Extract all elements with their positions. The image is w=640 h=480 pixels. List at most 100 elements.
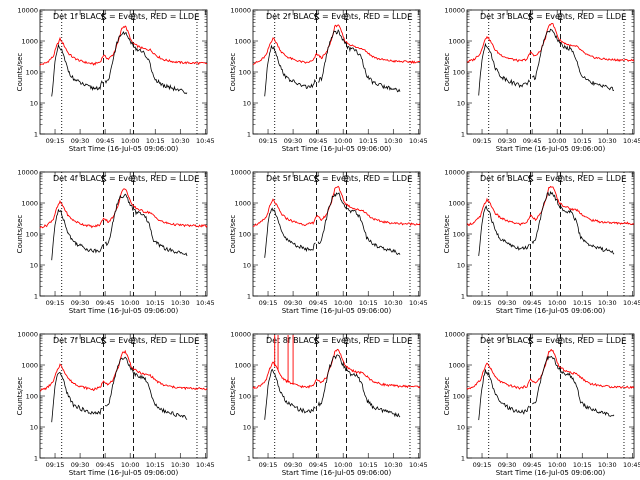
x-tick-label: 09:45 bbox=[523, 137, 542, 145]
plot-frame bbox=[466, 333, 635, 459]
y-tick-label: 100 bbox=[26, 231, 38, 239]
y-tick-label: 10 bbox=[243, 424, 251, 432]
panel-det-7: Det 7f BLACK = Events, RED = LLD 1 10 100 10… bbox=[16, 331, 215, 478]
marker-label: E bbox=[558, 13, 564, 23]
y-axis-label: Counts/sec bbox=[16, 53, 24, 92]
y-tick-label: 1 bbox=[34, 455, 38, 463]
panel-title: Det 8f BLACK = Events, RED = LLD bbox=[266, 336, 407, 345]
y-tick-label: 1 bbox=[461, 131, 465, 139]
x-tick-label: 09:15 bbox=[473, 461, 492, 469]
y-tick-label: 1 bbox=[34, 131, 38, 139]
x-axis-label: Start Time (16-Jul-05 09:06:00) bbox=[282, 307, 392, 315]
x-tick-label: 10:30 bbox=[384, 461, 403, 469]
events-series-line bbox=[531, 28, 615, 92]
y-tick-label: 1 bbox=[247, 293, 251, 301]
x-tick-label: 10:00 bbox=[121, 299, 140, 307]
x-axis-label: Start Time (16-Jul-05 09:06:00) bbox=[282, 145, 392, 153]
marker-label: E bbox=[407, 337, 413, 347]
y-tick-label: 10000 bbox=[17, 169, 38, 177]
y-tick-label: 10 bbox=[457, 100, 465, 108]
y-tick-label: 10000 bbox=[230, 7, 251, 15]
x-tick-label: 10:45 bbox=[196, 461, 215, 469]
y-tick-label: 100 bbox=[453, 69, 465, 77]
x-tick-label: 10:15 bbox=[359, 461, 378, 469]
y-tick-label: 1 bbox=[247, 455, 251, 463]
y-axis-label: Counts/sec bbox=[443, 53, 451, 92]
y-tick-label: 100 bbox=[239, 69, 251, 77]
y-tick-label: 1 bbox=[34, 293, 38, 301]
lld-series-line bbox=[252, 348, 421, 389]
panel-title: Det 4f BLACK = Events, RED = LLD bbox=[53, 174, 194, 183]
panel-title: Det 9f BLACK = Events, RED = LLD bbox=[480, 336, 621, 345]
lld-series-line bbox=[252, 24, 421, 66]
marker-label: E bbox=[344, 175, 350, 185]
marker-label: E bbox=[621, 337, 627, 347]
y-tick-label: 1 bbox=[247, 131, 251, 139]
events-series-line bbox=[317, 354, 401, 418]
x-axis-label: Start Time (16-Jul-05 09:06:00) bbox=[496, 469, 606, 477]
x-tick-label: 09:30 bbox=[71, 299, 90, 307]
plot-frame bbox=[39, 9, 208, 135]
marker-label: E bbox=[194, 337, 200, 347]
y-tick-label: 10000 bbox=[444, 169, 465, 177]
marker-label: S bbox=[313, 337, 319, 347]
x-axis-label: Start Time (16-Jul-05 09:06:00) bbox=[69, 469, 179, 477]
x-tick-label: 09:45 bbox=[309, 461, 328, 469]
lld-series-line bbox=[466, 348, 635, 390]
marker-label: E bbox=[407, 175, 413, 185]
y-tick-label: 1 bbox=[461, 293, 465, 301]
y-tick-label: 1000 bbox=[234, 200, 251, 208]
marker-label: E bbox=[558, 337, 564, 347]
panel-title: Det 6f BLACK = Events, RED = LLD bbox=[480, 174, 621, 183]
x-tick-label: 09:30 bbox=[284, 461, 303, 469]
x-tick-label: 09:30 bbox=[284, 299, 303, 307]
marker-label: E bbox=[131, 13, 137, 23]
x-axis-label: Start Time (16-Jul-05 09:06:00) bbox=[282, 469, 392, 477]
events-series-line bbox=[317, 192, 401, 256]
y-tick-label: 100 bbox=[239, 393, 251, 401]
lld-series-line bbox=[466, 23, 635, 63]
panel-det-4: Det 4f BLACK = Events, RED = LLD 1 10 100 10… bbox=[16, 169, 215, 316]
lld-series-line bbox=[252, 185, 421, 227]
x-tick-label: 10:00 bbox=[334, 137, 353, 145]
y-tick-label: 10 bbox=[30, 424, 38, 432]
x-tick-label: 09:15 bbox=[259, 461, 278, 469]
y-tick-label: 10 bbox=[30, 100, 38, 108]
panel-det-2: Det 2f BLACK = Events, RED = LLD 1 10 100 10… bbox=[229, 7, 428, 154]
marker-label: S bbox=[527, 175, 533, 185]
x-tick-label: 10:00 bbox=[121, 137, 140, 145]
events-series-line bbox=[104, 356, 188, 420]
x-tick-label: 09:15 bbox=[259, 299, 278, 307]
x-tick-label: 10:45 bbox=[623, 137, 640, 145]
marker-label: S bbox=[527, 13, 533, 23]
marker-label: S bbox=[100, 337, 106, 347]
panel-det-6: Det 6f BLACK = Events, RED = LLD 1 10 100 10… bbox=[443, 169, 640, 316]
y-axis-label: Counts/sec bbox=[229, 53, 237, 92]
x-tick-label: 09:45 bbox=[309, 137, 328, 145]
events-series-line bbox=[478, 369, 530, 421]
x-tick-label: 09:30 bbox=[71, 137, 90, 145]
marker-label: S bbox=[527, 337, 533, 347]
panel-det-9: Det 9f BLACK = Events, RED = LLD 1 10 100 10… bbox=[443, 331, 640, 478]
marker-label: S bbox=[100, 175, 106, 185]
x-tick-label: 09:45 bbox=[309, 299, 328, 307]
y-tick-label: 100 bbox=[239, 231, 251, 239]
y-tick-label: 10000 bbox=[444, 331, 465, 339]
plot-frame bbox=[252, 171, 421, 297]
y-tick-label: 1000 bbox=[234, 38, 251, 46]
x-tick-label: 10:30 bbox=[384, 137, 403, 145]
x-tick-label: 09:45 bbox=[96, 461, 115, 469]
x-tick-label: 10:30 bbox=[598, 137, 617, 145]
x-tick-label: 09:45 bbox=[523, 461, 542, 469]
x-tick-label: 10:30 bbox=[171, 299, 190, 307]
x-tick-label: 10:00 bbox=[548, 299, 567, 307]
panel-title: Det 2f BLACK = Events, RED = LLD bbox=[266, 12, 407, 21]
x-tick-label: 10:15 bbox=[146, 461, 165, 469]
panel-title: Det 5f BLACK = Events, RED = LLD bbox=[266, 174, 407, 183]
y-axis-label: Counts/sec bbox=[443, 377, 451, 416]
events-series-line bbox=[532, 355, 615, 417]
x-tick-label: 09:45 bbox=[523, 299, 542, 307]
y-axis-label: Counts/sec bbox=[443, 215, 451, 254]
events-series-line bbox=[51, 371, 103, 423]
lld-series-line bbox=[467, 185, 635, 227]
